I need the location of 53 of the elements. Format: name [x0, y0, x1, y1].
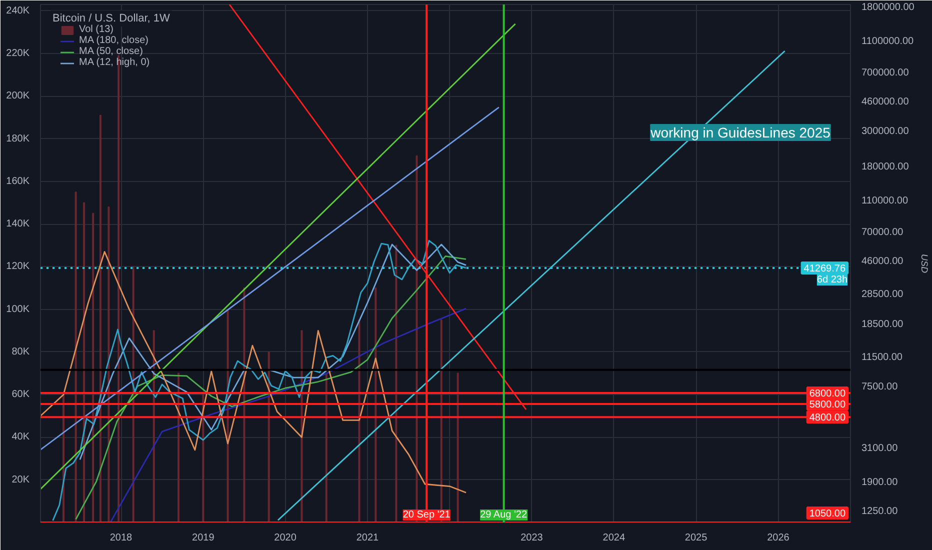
- legend-label: Vol (13): [79, 24, 114, 35]
- ref-line-label: 29 Aug '22: [480, 510, 528, 520]
- ref-line-label: 5800.00: [809, 400, 846, 411]
- x-tick-label: 2023: [520, 532, 544, 544]
- x-tick-label: 2024: [602, 532, 626, 544]
- y2-tick-label: 180000.00: [862, 161, 910, 172]
- y-tick-label: 180K: [6, 133, 30, 144]
- x-tick-label: 2025: [684, 532, 708, 544]
- y2-tick-label: 460000.00: [862, 96, 910, 108]
- x-tick-label: 2018: [110, 532, 133, 544]
- y2-tick-label: 46000.00: [862, 256, 904, 268]
- y2-tick-label: 11500.00: [862, 352, 903, 364]
- line-series: [110, 308, 467, 522]
- y2-tick-label: 18500.00: [862, 319, 904, 330]
- ref-line-label: 6800.00: [809, 388, 846, 400]
- y2-tick-label: 1250.00: [862, 506, 898, 517]
- y-tick-label: 160K: [6, 176, 30, 187]
- x-tick-label: 2026: [767, 532, 790, 544]
- y-tick-label: 80K: [12, 346, 30, 358]
- line-series: [40, 251, 467, 494]
- y2-tick-label: 300000.00: [862, 126, 910, 138]
- y-tick-label: 60K: [12, 389, 30, 400]
- x-tick-label: 2021: [356, 532, 380, 544]
- y2-tick-label: 110000.00: [862, 196, 908, 207]
- annotation: 6d 23h: [816, 274, 848, 286]
- y-tick-label: 240K: [6, 5, 30, 16]
- y2-tick-label: 1900.00: [862, 476, 898, 488]
- y-tick-label: 40K: [12, 432, 30, 443]
- y-tick-label: 20K: [12, 474, 30, 486]
- y-tick-label: 140K: [6, 218, 30, 230]
- y2-tick-label: 700000.00: [862, 67, 910, 78]
- y2-tick-label: 1100000.00: [862, 36, 914, 48]
- x-tick-label: 2020: [274, 532, 297, 544]
- x-tick-label: 2019: [192, 532, 215, 544]
- annotation: working in GuidesLines 2025: [650, 124, 831, 140]
- y2-tick-label: 1800000.00: [862, 2, 915, 13]
- y-tick-label: 100K: [6, 304, 30, 315]
- ref-line-label: 41269.76: [804, 264, 846, 275]
- y-tick-label: 220K: [6, 48, 30, 60]
- y2-axis-title: USD: [919, 254, 930, 274]
- y2-tick-label: 28500.00: [862, 289, 904, 300]
- y-tick-label: 120K: [6, 261, 30, 272]
- y2-tick-label: 70000.00: [862, 226, 904, 238]
- ref-line-label: 1050.00: [809, 508, 846, 520]
- ref-line-label: 4800.00: [809, 412, 846, 424]
- text: Bitcoin / U.S. Dollar, 1W: [52, 12, 170, 24]
- line-series: [79, 244, 467, 460]
- ref-line-label: 20 Sep '21: [402, 510, 451, 520]
- y2-tick-label: 3100.00: [862, 442, 898, 454]
- legend-label: MA (180, close): [79, 35, 148, 46]
- y2-tick-label: 7500.00: [862, 382, 898, 393]
- y-tick-label: 200K: [6, 90, 30, 102]
- legend-label: MA (50, close): [79, 46, 143, 57]
